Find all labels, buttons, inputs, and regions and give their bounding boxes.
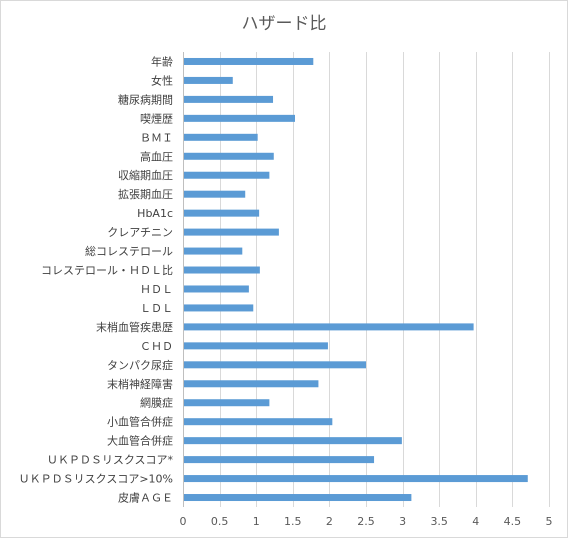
category-label: ＵＫＰＤＳリスクスコア>10% bbox=[19, 473, 173, 486]
bar bbox=[184, 361, 366, 369]
bar bbox=[184, 342, 328, 350]
bar bbox=[184, 399, 270, 407]
category-label: 大血管合併症 bbox=[107, 434, 173, 448]
x-tick-label: 4 bbox=[472, 515, 479, 528]
bar bbox=[184, 380, 319, 388]
x-tick-label: 1.5 bbox=[284, 515, 302, 528]
bar bbox=[184, 418, 333, 426]
x-tick-label: 2 bbox=[326, 515, 333, 528]
category-label: ＣＨＤ bbox=[140, 340, 173, 353]
category-label: 末梢神経障害 bbox=[107, 377, 173, 391]
bar bbox=[184, 475, 528, 483]
category-label: 末梢血管疾患歴 bbox=[96, 320, 173, 334]
x-tick-label: 5 bbox=[546, 515, 553, 528]
bar bbox=[184, 190, 246, 198]
x-tick-label: 1 bbox=[253, 515, 260, 528]
category-label: ＢＭＩ bbox=[140, 131, 173, 144]
bar bbox=[184, 456, 375, 464]
category-label: 小血管合併症 bbox=[107, 415, 173, 429]
chart-title: ハザード比 bbox=[242, 14, 327, 34]
category-label: 高血圧 bbox=[140, 149, 173, 163]
category-label: クレアチニン bbox=[107, 226, 173, 239]
bars bbox=[184, 57, 528, 502]
category-label: ＬＤＬ bbox=[140, 302, 173, 315]
x-tick-label: 3.5 bbox=[430, 515, 448, 528]
x-tick-label: 2.5 bbox=[357, 515, 375, 528]
category-label: 喫煙歴 bbox=[140, 112, 173, 125]
bar bbox=[184, 304, 254, 312]
bar bbox=[184, 133, 258, 141]
x-tick-label: 3 bbox=[399, 515, 406, 528]
bar bbox=[184, 171, 270, 179]
x-tick-label: 4.5 bbox=[504, 515, 522, 528]
category-label: コレステロール・ＨＤＬ比 bbox=[41, 264, 173, 277]
bar bbox=[184, 114, 295, 122]
category-label: 糖尿病期間 bbox=[118, 92, 173, 106]
bar bbox=[184, 209, 260, 217]
bar bbox=[184, 76, 233, 84]
category-label: 総コレステロール bbox=[85, 244, 173, 258]
bar bbox=[184, 228, 279, 236]
bar bbox=[184, 266, 260, 274]
bar bbox=[184, 323, 474, 331]
x-axis-tick-labels: 0 0.5 1 1.5 2 2.5 3 3.5 4 4.5 5 bbox=[180, 515, 553, 528]
category-label: ＵＫＰＤＳリスクスコア* bbox=[47, 454, 174, 467]
category-label: タンパク尿症 bbox=[107, 358, 173, 372]
bar bbox=[184, 285, 249, 293]
category-label: HbA1c bbox=[137, 207, 173, 220]
bar bbox=[184, 95, 274, 103]
bar bbox=[184, 247, 243, 255]
x-tick-label: 0.5 bbox=[211, 515, 229, 528]
bar bbox=[184, 437, 402, 445]
bar bbox=[184, 152, 274, 160]
category-label: 拡張期血圧 bbox=[118, 187, 173, 201]
category-label: 収縮期血圧 bbox=[118, 168, 173, 182]
category-label: 女性 bbox=[151, 73, 173, 87]
category-label: ＨＤＬ bbox=[140, 283, 173, 296]
category-label: 年齢 bbox=[151, 54, 173, 68]
bar bbox=[184, 57, 314, 65]
x-tick-label: 0 bbox=[180, 515, 187, 528]
category-label: 網膜症 bbox=[140, 396, 173, 410]
gridlines bbox=[183, 52, 550, 507]
category-label: 皮膚ＡＧＥ bbox=[118, 491, 173, 505]
bar bbox=[184, 494, 412, 502]
